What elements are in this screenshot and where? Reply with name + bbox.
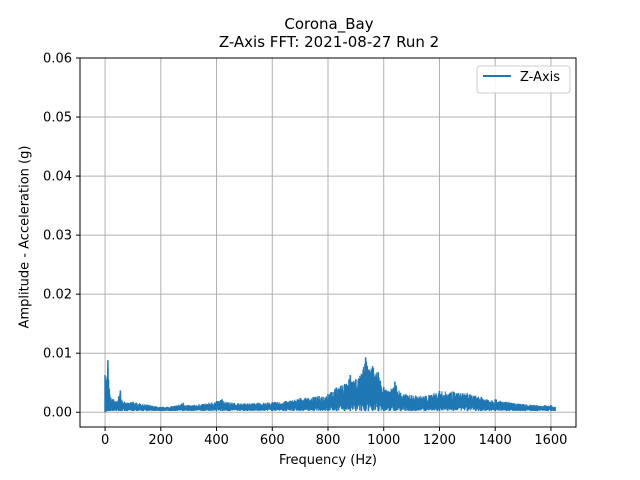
tick-layer: 0 200 400 600 800 1000 1200 1400 1600 0.00 0.01 0.0…: [43, 52, 567, 449]
x-axis-label: Frequency (Hz): [278, 453, 378, 468]
x-tick-label: 1000: [367, 433, 400, 448]
legend: Z-Axis: [476, 65, 571, 94]
x-tick-label: 0: [101, 433, 109, 448]
data-layer: [104, 357, 556, 413]
y-tick-label: 0.04: [43, 170, 72, 185]
x-tick-label: 1400: [479, 433, 512, 448]
x-tick-label: 400: [204, 433, 229, 448]
x-tick-label: 800: [316, 433, 341, 448]
x-tick-label: 600: [260, 433, 285, 448]
legend-box: [476, 65, 571, 94]
x-tick-label: 200: [148, 433, 173, 448]
y-tick-label: 0.06: [43, 52, 72, 67]
y-tick-label: 0.03: [43, 229, 72, 244]
y-tick-label: 0.05: [43, 111, 72, 126]
y-tick-label: 0.00: [43, 406, 72, 421]
x-tick-label: 1600: [534, 433, 567, 448]
grid-layer: [80, 57, 576, 427]
y-tick-label: 0.02: [43, 288, 72, 303]
chart-subtitle: Z-Axis FFT: 2021-08-27 Run 2: [218, 33, 440, 51]
y-tick-label: 0.01: [43, 347, 72, 362]
chart-title: Corona_Bay: [284, 15, 374, 33]
x-tick-label: 1200: [423, 433, 456, 448]
legend-label: Z-Axis: [520, 70, 560, 85]
y-axis-label: Amplitude - Acceleration (g): [17, 145, 33, 329]
series-line: [104, 361, 556, 412]
